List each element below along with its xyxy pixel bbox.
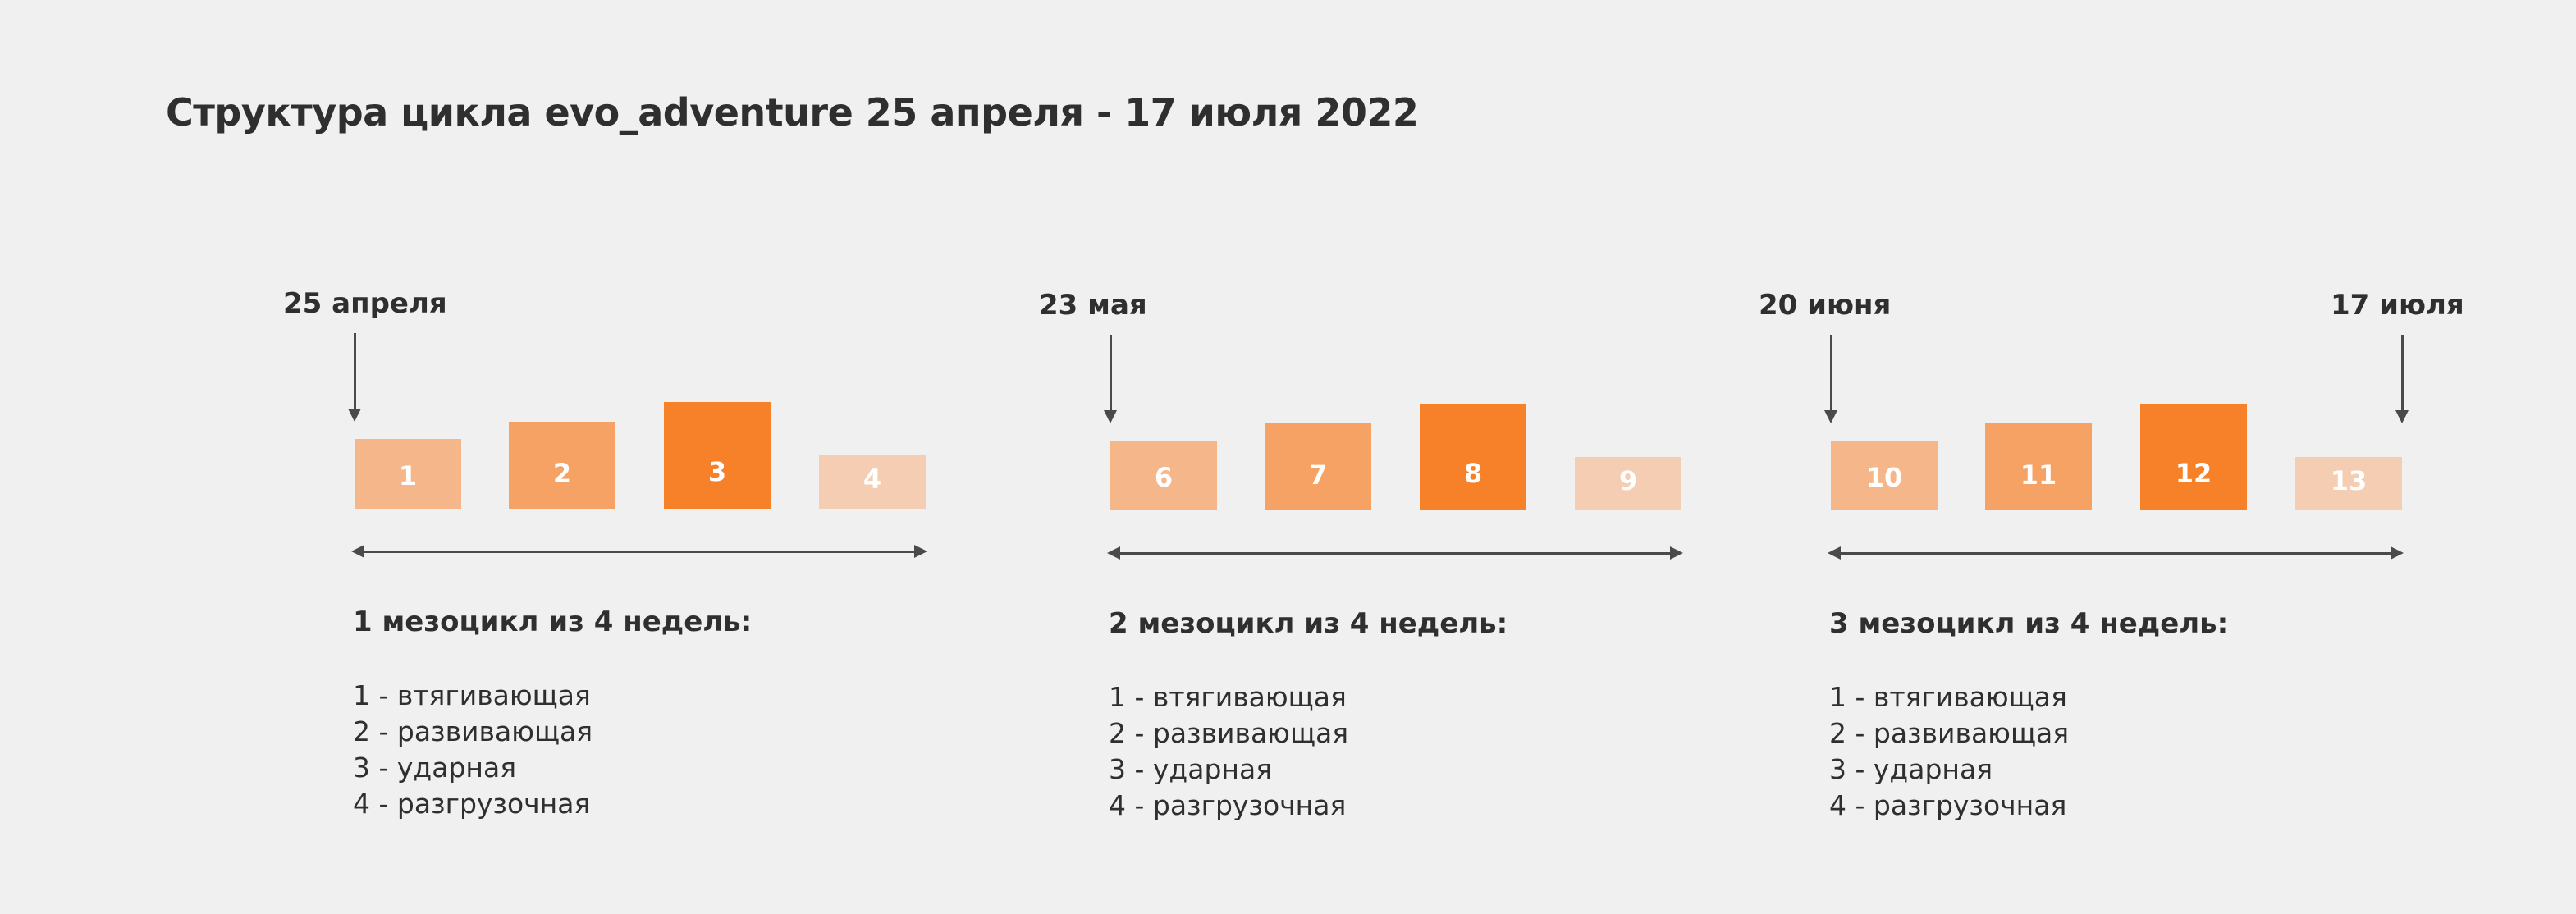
- week-block: 10: [1831, 441, 1938, 510]
- list-item: 1 - втягивающая: [353, 679, 591, 711]
- mesocycle-heading: 2 мезоцикл из 4 недель:: [1109, 607, 1508, 640]
- week-block: 6: [1110, 441, 1217, 510]
- week-block: 13: [2295, 457, 2402, 510]
- list-item: 1 - втягивающая: [1109, 681, 1347, 713]
- list-item: 2 - развивающая: [1829, 717, 2070, 749]
- date-label-end: 17 июля: [2331, 289, 2464, 322]
- week-block: 8: [1420, 404, 1526, 510]
- list-item: 2 - развивающая: [1109, 717, 1349, 749]
- date-label-start: 25 апреля: [283, 287, 447, 320]
- week-type-list: 1 - втягивающая 2 - развивающая 3 - удар…: [1109, 679, 1348, 824]
- mesocycle-heading: 1 мезоцикл из 4 недель:: [353, 606, 753, 638]
- week-block: 2: [509, 422, 615, 509]
- week-block: 4: [819, 455, 926, 509]
- week-block: 1: [355, 439, 461, 509]
- week-block: 3: [664, 402, 771, 509]
- week-block: 9: [1575, 457, 1681, 510]
- week-block: 12: [2140, 404, 2247, 510]
- list-item: 1 - втягивающая: [1829, 681, 2067, 713]
- page-title: Структура цикла evo_adventure 25 апреля …: [166, 90, 1419, 135]
- mesocycle-heading: 3 мезоцикл из 4 недель:: [1829, 607, 2229, 640]
- week-block: 7: [1265, 423, 1371, 510]
- list-item: 4 - разгрузочная: [1829, 789, 2067, 821]
- list-item: 3 - ударная: [1109, 753, 1273, 785]
- list-item: 4 - разгрузочная: [353, 788, 591, 820]
- list-item: 4 - разгрузочная: [1109, 789, 1347, 821]
- list-item: 3 - ударная: [1829, 753, 1993, 785]
- list-item: 2 - развивающая: [353, 715, 593, 747]
- date-label-mesocycle-3-start: 20 июня: [1759, 289, 1892, 322]
- date-label-mesocycle-2-start: 23 мая: [1039, 289, 1147, 322]
- list-item: 3 - ударная: [353, 752, 517, 784]
- week-type-list: 1 - втягивающая 2 - развивающая 3 - удар…: [353, 678, 593, 822]
- week-type-list: 1 - втягивающая 2 - развивающая 3 - удар…: [1829, 679, 2069, 824]
- week-block: 11: [1985, 423, 2092, 510]
